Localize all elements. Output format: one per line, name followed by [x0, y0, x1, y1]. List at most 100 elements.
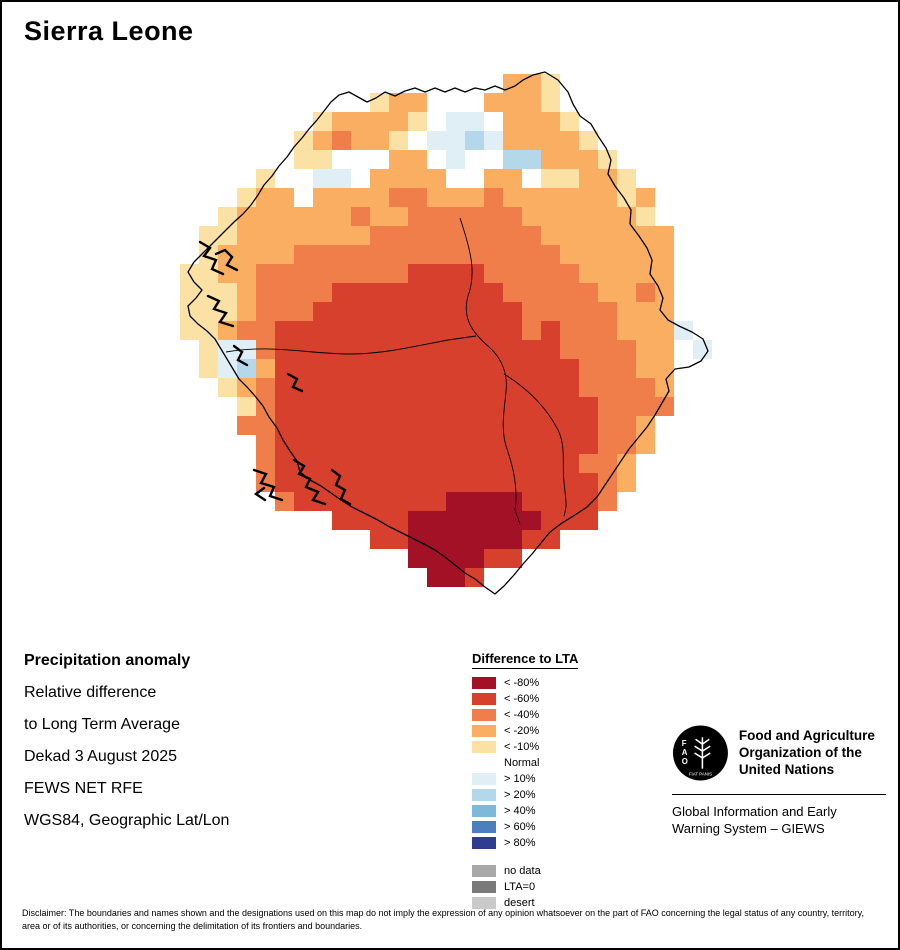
raster-cell — [522, 112, 541, 131]
raster-cell — [465, 245, 484, 264]
raster-cell — [294, 340, 313, 359]
raster-cell — [579, 416, 598, 435]
raster-cell — [218, 378, 237, 397]
raster-cell — [655, 245, 674, 264]
giews-label: Global Information and Early Warning Sys… — [672, 804, 837, 836]
raster-cell — [522, 169, 541, 188]
raster-cell — [503, 245, 522, 264]
raster-cell — [541, 131, 560, 150]
raster-cell — [484, 378, 503, 397]
raster-cell — [389, 321, 408, 340]
raster-cell — [294, 454, 313, 473]
raster-cell — [465, 188, 484, 207]
raster-cell — [351, 150, 370, 169]
raster-cell — [617, 473, 636, 492]
estuary-detail — [206, 294, 235, 328]
raster-cell — [389, 435, 408, 454]
raster-cell — [408, 359, 427, 378]
raster-cell — [446, 207, 465, 226]
legend-label: no data — [504, 865, 541, 877]
raster-cell — [408, 245, 427, 264]
raster-cell — [332, 416, 351, 435]
raster-cell — [370, 150, 389, 169]
legend-swatch — [472, 773, 496, 785]
fao-block: F A O FIAT PANIS Food and Agriculture Or… — [672, 724, 886, 837]
info-line: WGS84, Geographic Lat/Lon — [24, 812, 230, 829]
raster-cell — [541, 530, 560, 549]
legend-label: < -40% — [504, 709, 540, 721]
raster-cell — [579, 264, 598, 283]
raster-cell — [560, 131, 579, 150]
raster-cell — [332, 150, 351, 169]
raster-cell — [275, 397, 294, 416]
raster-cell — [598, 207, 617, 226]
raster-cell — [541, 378, 560, 397]
raster-cell — [294, 150, 313, 169]
raster-cell — [408, 397, 427, 416]
raster-cell — [332, 302, 351, 321]
raster-cell — [522, 302, 541, 321]
raster-cell — [522, 283, 541, 302]
raster-cell — [351, 321, 370, 340]
raster-cell — [256, 416, 275, 435]
raster-cell — [389, 264, 408, 283]
legend-item: > 60% — [472, 819, 632, 835]
legend-label: Normal — [504, 757, 540, 769]
raster-cell — [579, 169, 598, 188]
raster-cell — [598, 416, 617, 435]
raster-cell — [389, 397, 408, 416]
raster-cell — [446, 112, 465, 131]
raster-cell — [427, 302, 446, 321]
info-heading: Precipitation anomaly — [24, 652, 191, 669]
raster-cell — [636, 340, 655, 359]
legend-swatch — [472, 789, 496, 801]
legend-label: > 10% — [504, 773, 536, 785]
raster-cell — [503, 492, 522, 511]
raster-cell — [408, 492, 427, 511]
raster-cell — [522, 264, 541, 283]
raster-cell — [408, 416, 427, 435]
raster-cell — [389, 473, 408, 492]
raster-cell — [541, 302, 560, 321]
legend-item: < -40% — [472, 707, 632, 723]
raster-cell — [617, 207, 636, 226]
raster-cell — [655, 283, 674, 302]
raster-cell — [617, 169, 636, 188]
raster-cell — [446, 416, 465, 435]
raster-cell — [503, 131, 522, 150]
raster-cell — [180, 283, 199, 302]
raster-cell — [427, 321, 446, 340]
raster-cell — [579, 302, 598, 321]
raster-cell — [579, 454, 598, 473]
raster-cell — [617, 226, 636, 245]
raster-cell — [313, 207, 332, 226]
raster-cell — [579, 226, 598, 245]
admin-boundary-east — [459, 217, 521, 525]
raster-cell — [636, 245, 655, 264]
raster-cell — [332, 93, 351, 112]
raster-cell — [351, 340, 370, 359]
raster-cell — [484, 340, 503, 359]
raster-cell — [427, 131, 446, 150]
raster-cell — [389, 359, 408, 378]
raster-cell — [503, 321, 522, 340]
raster-cell — [256, 359, 275, 378]
raster-cell — [465, 549, 484, 568]
raster-cell — [484, 93, 503, 112]
legend-extra-items: no data LTA=0 desert — [472, 863, 632, 911]
raster-cell — [541, 264, 560, 283]
raster-cell — [332, 112, 351, 131]
raster-cell — [503, 340, 522, 359]
raster-cell — [294, 378, 313, 397]
raster-cell — [484, 416, 503, 435]
raster-cell — [389, 226, 408, 245]
raster-cell — [560, 112, 579, 131]
raster-cell — [218, 283, 237, 302]
estuary-detail — [286, 372, 304, 393]
raster-cell — [465, 207, 484, 226]
raster-cell — [427, 530, 446, 549]
raster-cell — [332, 188, 351, 207]
estuary-detail — [232, 344, 249, 367]
raster-cell — [579, 245, 598, 264]
raster-cell — [351, 302, 370, 321]
